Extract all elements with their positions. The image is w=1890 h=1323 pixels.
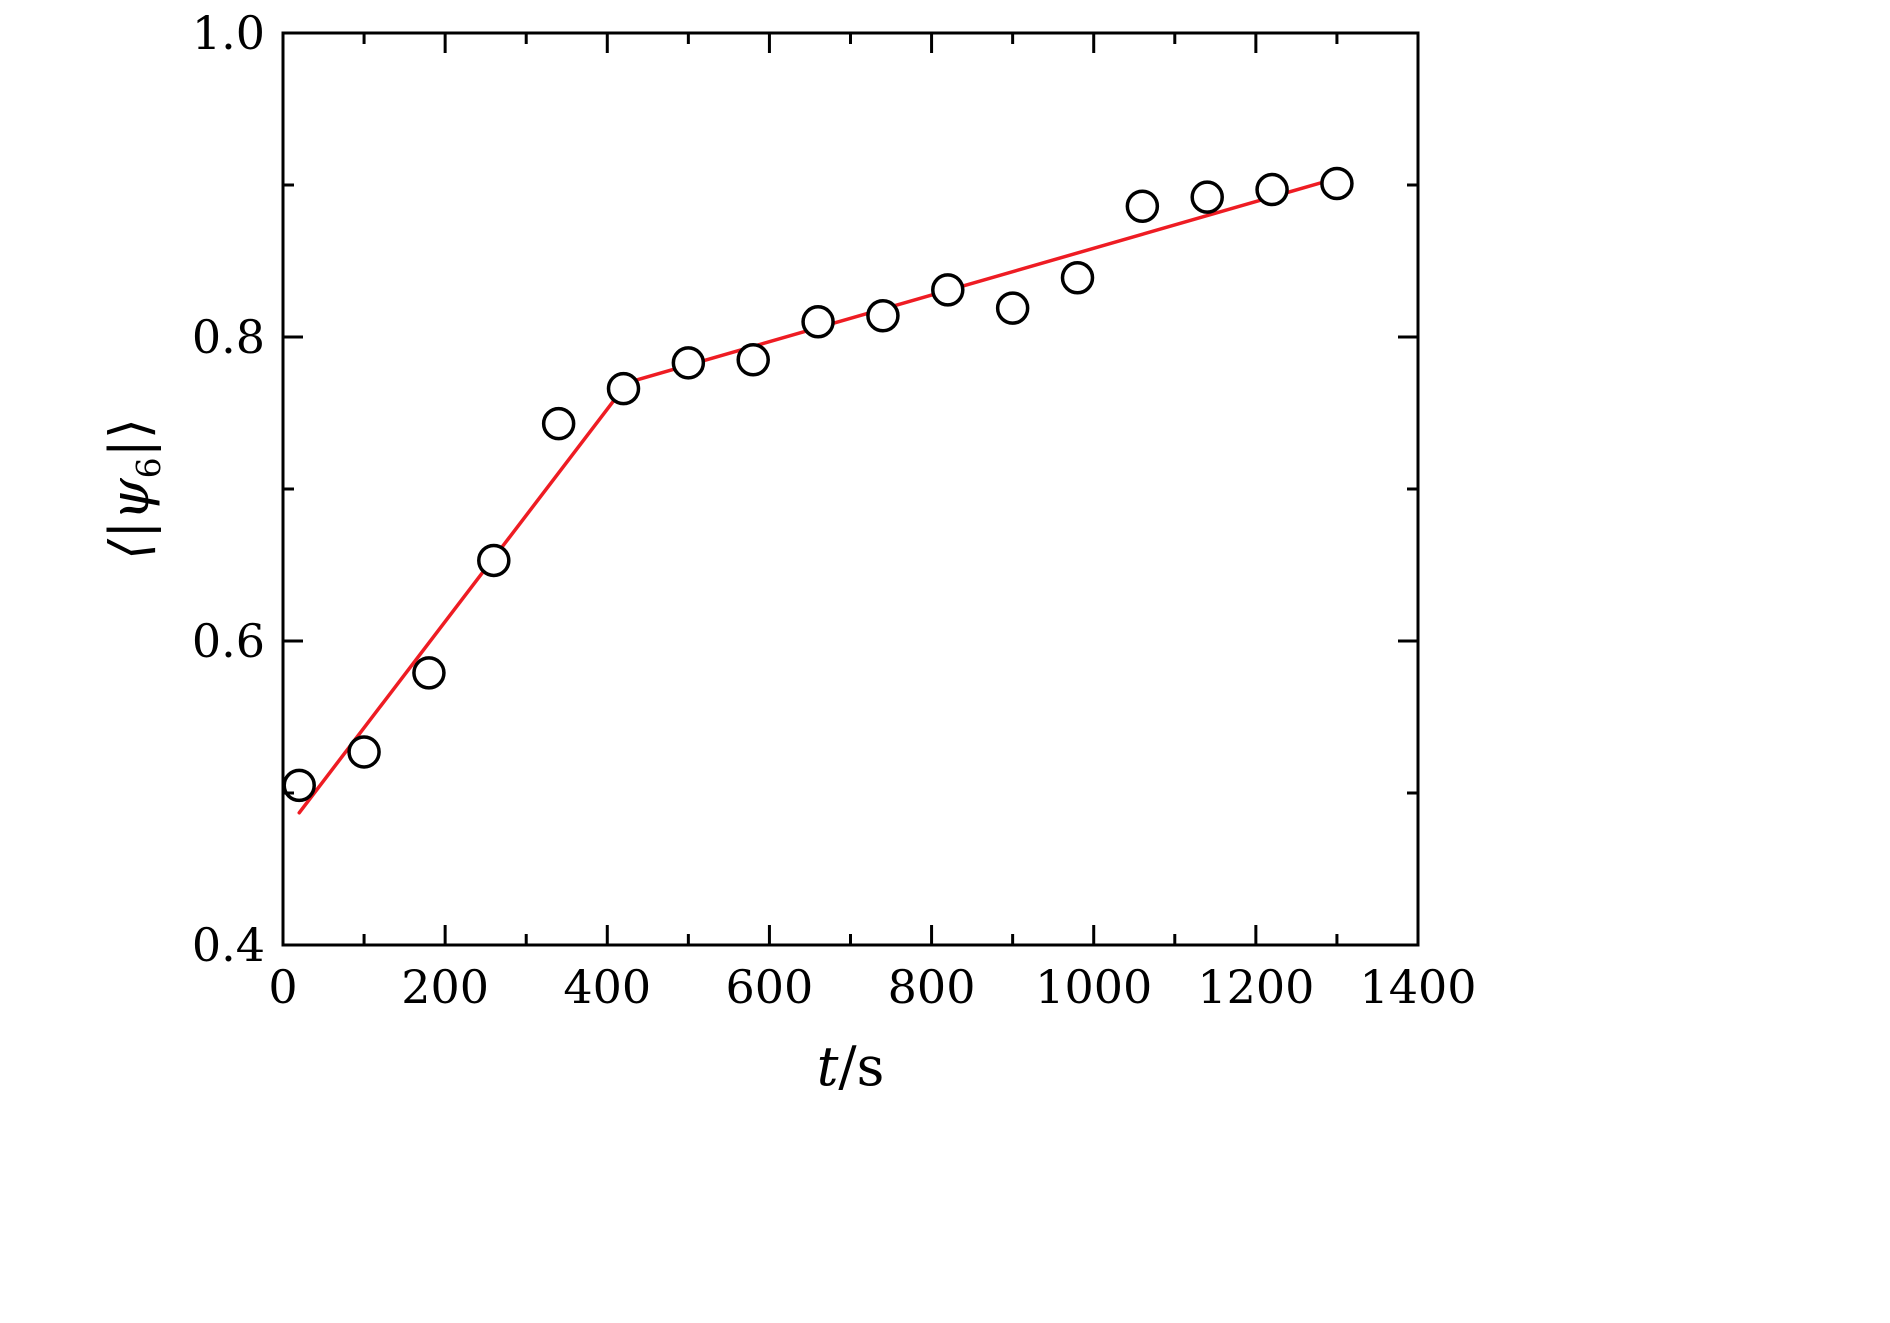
y-tick-label: 0.4 [192, 918, 265, 972]
data-point-marker [995, 291, 1030, 325]
data-point-marker [477, 543, 511, 578]
data-point-marker [347, 735, 381, 769]
plot-frame [281, 31, 1420, 947]
data-point-marker [801, 305, 835, 339]
data-point-marker [1060, 260, 1095, 295]
x-tick-label: 1200 [1197, 960, 1314, 1014]
x-tick-label: 1400 [1359, 960, 1476, 1014]
x-tick-label: 800 [888, 960, 976, 1014]
x-axis-label: t/s [817, 1035, 885, 1098]
y-axis-label: ⟨|ψ6|⟩ [98, 418, 168, 560]
x-tick-label: 400 [563, 960, 651, 1014]
data-point-marker [412, 656, 446, 690]
y-tick-label: 0.8 [192, 310, 265, 364]
y-tick-label: 0.6 [192, 614, 265, 668]
x-tick-label: 0 [268, 960, 297, 1014]
data-point-marker [1190, 180, 1224, 214]
data-point-marker [671, 346, 706, 380]
data-point-marker [541, 406, 576, 441]
data-point-marker [866, 298, 900, 333]
x-tick-label: 200 [401, 960, 489, 1014]
fit-line [297, 174, 1347, 815]
x-tick-label: 1000 [1035, 960, 1152, 1014]
data-point-marker [282, 768, 316, 803]
data-point-marker [1255, 172, 1289, 207]
data-point-marker [931, 273, 965, 307]
data-point-marker [606, 371, 641, 406]
data-point-marker [1320, 166, 1354, 201]
x-tick-label: 600 [726, 960, 814, 1014]
y-tick-label: 1.0 [192, 6, 265, 60]
data-point-marker [1125, 189, 1160, 224]
data-point-marker [736, 343, 770, 377]
